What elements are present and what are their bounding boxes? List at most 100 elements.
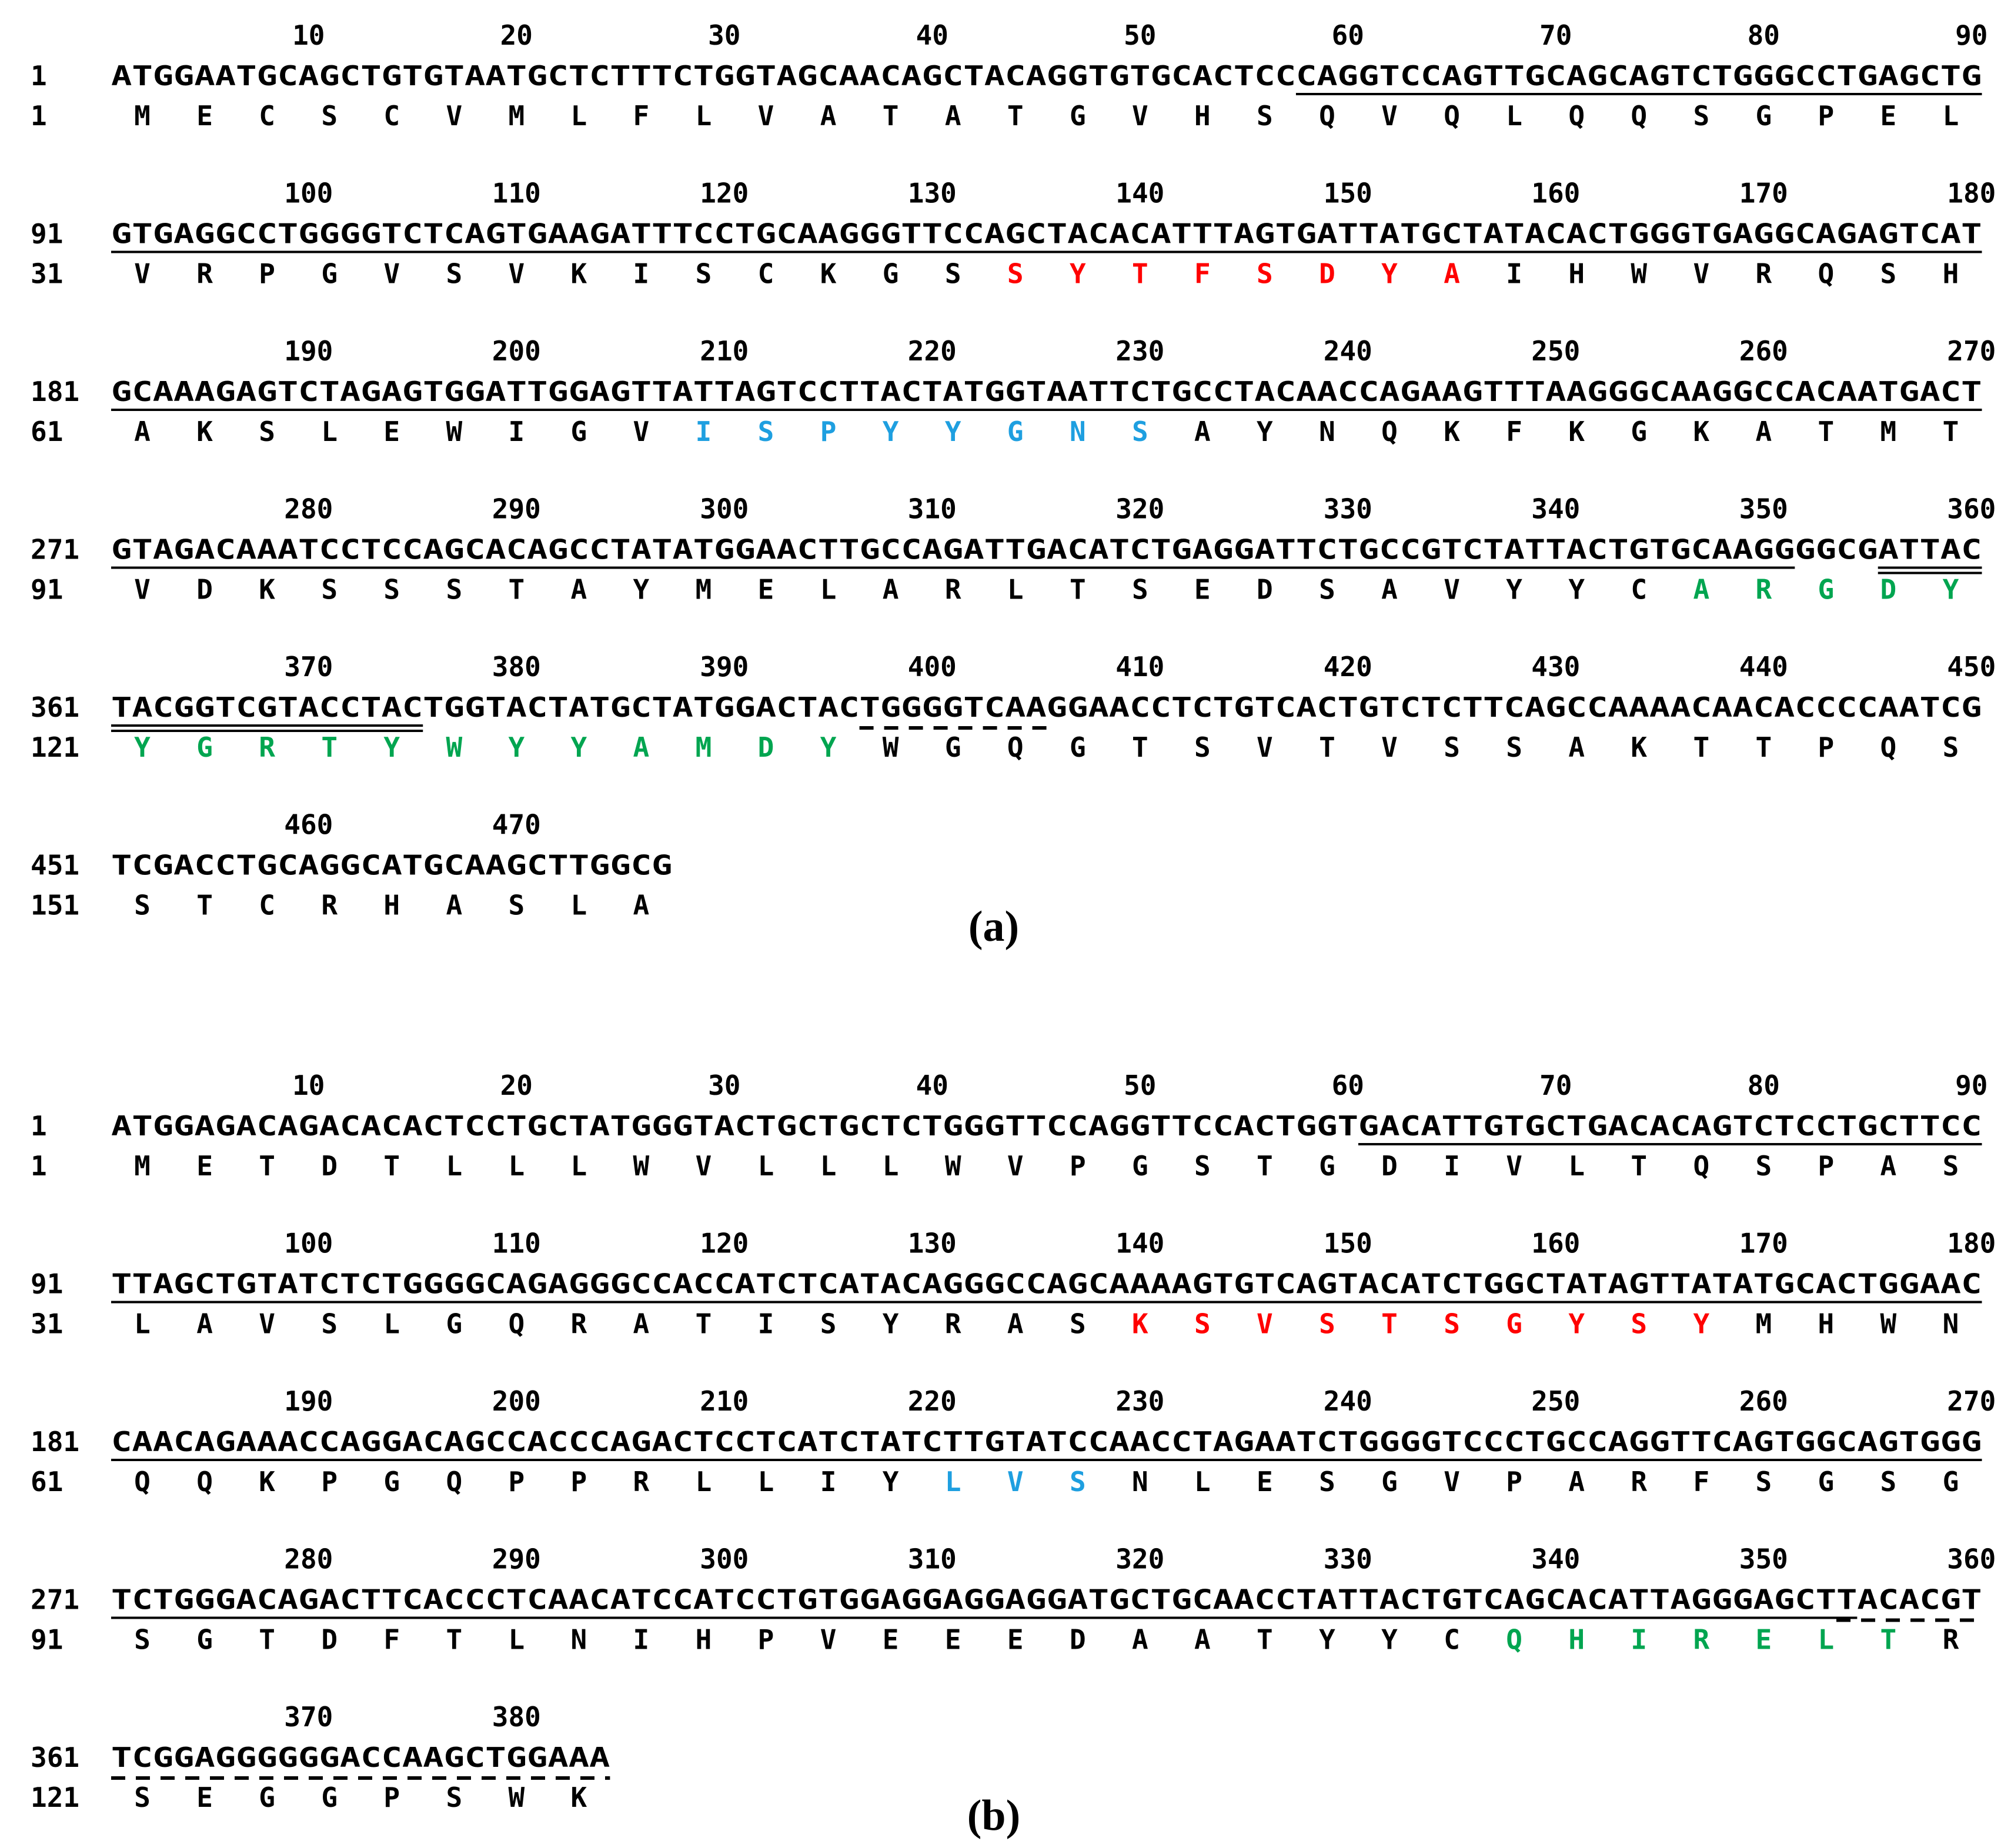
amino-acid: Y: [1381, 1624, 1398, 1656]
amino-acid: S: [1755, 1466, 1772, 1498]
amino-acid: S: [134, 1782, 151, 1813]
amino-acid: T: [1943, 416, 1959, 447]
amino-acid: T: [1381, 1308, 1398, 1340]
amino-acid: R: [196, 258, 213, 290]
amino-acid: S: [1194, 1308, 1211, 1340]
position-tick: 280: [284, 1543, 333, 1575]
amino-acid: V: [1007, 1466, 1024, 1498]
position-tick: 320: [1115, 1543, 1164, 1575]
amino-acid: Y: [508, 731, 525, 763]
position-tick: 410: [1115, 651, 1164, 683]
amino-acid: V: [508, 258, 525, 290]
position-tick: 150: [1324, 1228, 1372, 1259]
amino-acid: M: [696, 574, 712, 606]
amino-acid: D: [1381, 1150, 1398, 1182]
amino-acid: T: [1631, 1150, 1647, 1182]
amino-acid: C: [1631, 574, 1647, 606]
nucleotide-sequence: ATGGAGACAGACACACTCCTGCTATGGGTACTGCTGCTCT…: [111, 1110, 1982, 1142]
amino-acid: Q: [1007, 731, 1024, 763]
amino-acid: D: [321, 1624, 338, 1656]
amino-acid: A: [883, 574, 899, 606]
amino-acid: R: [321, 890, 338, 921]
amino-acid: Y: [1257, 416, 1273, 447]
amino-acid: Y: [1568, 1308, 1585, 1340]
amino-acid: I: [633, 1624, 650, 1656]
amino-acid: R: [633, 1466, 650, 1498]
amino-acid: Q: [1319, 100, 1335, 132]
amino-acid: W: [446, 731, 462, 763]
amino-acid: Q: [1818, 258, 1835, 290]
amino-acid: W: [945, 1150, 961, 1182]
position-tick: 230: [1115, 335, 1164, 367]
amino-acid: Y: [134, 731, 151, 763]
amino-acid: V: [696, 1150, 712, 1182]
amino-acid: A: [633, 890, 650, 921]
position-tick: 200: [492, 335, 541, 367]
nucleotide-line-index: 181: [31, 376, 79, 407]
amino-acid: A: [1132, 1624, 1148, 1656]
panel-a: 10 20 30 40 50 60 70 80 901 ATGGAATGCAGCTGTGTAATG…: [31, 19, 1996, 921]
amino-acid: W: [446, 416, 462, 447]
nucleotide-line-index: 451: [31, 850, 79, 881]
amino-acid-line-index: 91: [31, 1624, 63, 1656]
amino-acid: S: [1257, 258, 1273, 290]
amino-acid: V: [259, 1308, 275, 1340]
amino-acid: G: [1943, 1466, 1959, 1498]
amino-acid: R: [259, 731, 275, 763]
amino-acid: Q: [196, 1466, 213, 1498]
amino-acid: M: [1880, 416, 1897, 447]
amino-acid: W: [883, 731, 899, 763]
amino-acid: D: [196, 574, 213, 606]
amino-acid: E: [196, 100, 213, 132]
amino-acid: K: [1568, 416, 1585, 447]
position-tick: 360: [1947, 493, 1996, 525]
position-tick: 90: [1955, 1070, 1987, 1101]
amino-acid: G: [1381, 1466, 1398, 1498]
position-tick: 150: [1324, 178, 1372, 209]
amino-acid: D: [1880, 574, 1897, 606]
amino-acid: L: [446, 1150, 462, 1182]
amino-acid-line-index: 91: [31, 574, 63, 606]
amino-acid: K: [1631, 731, 1647, 763]
position-tick: 90: [1955, 19, 1987, 51]
position-tick: 120: [700, 178, 749, 209]
position-tick: 440: [1739, 651, 1788, 683]
amino-acid: N: [1070, 416, 1086, 447]
amino-acid: L: [758, 1150, 774, 1182]
amino-acid: L: [1506, 100, 1522, 132]
amino-acid: T: [259, 1624, 275, 1656]
amino-acid: S: [321, 1308, 338, 1340]
amino-acid: Y: [571, 731, 587, 763]
position-tick: 180: [1947, 1228, 1996, 1259]
amino-acid: V: [1007, 1150, 1024, 1182]
amino-acid-line-index: 1: [31, 1150, 47, 1182]
amino-acid: A: [1381, 574, 1398, 606]
amino-acid-line-index: 151: [31, 890, 79, 921]
amino-acid: V: [134, 258, 151, 290]
amino-acid: P: [758, 1624, 774, 1656]
amino-acid: D: [1070, 1624, 1086, 1656]
amino-acid: V: [134, 574, 151, 606]
amino-acid: L: [1568, 1150, 1585, 1182]
amino-acid: G: [321, 1782, 338, 1813]
amino-acid: P: [1818, 1150, 1835, 1182]
amino-acid: S: [1943, 1150, 1959, 1182]
position-tick: 160: [1531, 178, 1580, 209]
amino-acid: M: [508, 100, 525, 132]
position-tick: 450: [1947, 651, 1996, 683]
amino-acid: V: [1257, 731, 1273, 763]
amino-acid: A: [1755, 416, 1772, 447]
amino-acid: K: [196, 416, 213, 447]
position-tick: 30: [708, 19, 740, 51]
amino-acid: S: [945, 258, 961, 290]
position-tick: 110: [492, 1228, 541, 1259]
amino-acid: S: [1007, 258, 1024, 290]
position-tick: 50: [1124, 19, 1156, 51]
amino-acid: L: [134, 1308, 151, 1340]
amino-acid: S: [321, 100, 338, 132]
amino-acid: M: [696, 731, 712, 763]
amino-acid: C: [259, 890, 275, 921]
amino-acid: S: [383, 574, 400, 606]
amino-acid: Y: [883, 416, 899, 447]
amino-acid: V: [758, 100, 774, 132]
